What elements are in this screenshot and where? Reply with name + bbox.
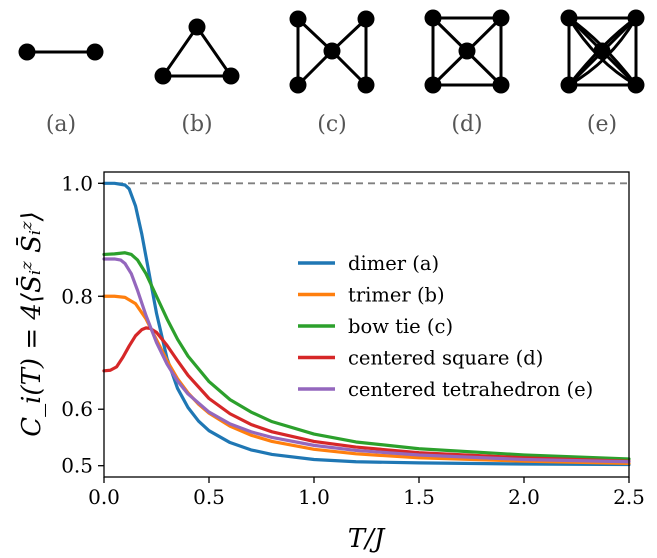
x-tick-label: 0.0: [88, 485, 120, 509]
graph-a-label: (a): [46, 112, 76, 137]
x-tick-label: 2.0: [508, 485, 540, 509]
y-tick-label: 0.6: [61, 397, 93, 421]
graph-b-trimer: (b): [154, 18, 240, 137]
graph-e-label: (e): [587, 112, 617, 137]
x-tick-label: 0.5: [193, 485, 225, 509]
series-line-5: [102, 257, 631, 464]
graph-d-label: (d): [451, 112, 482, 137]
series-line-3: [102, 251, 631, 461]
series-line-4: [102, 326, 631, 463]
series-line-1: [102, 181, 631, 467]
x-tick-label: 2.5: [613, 485, 645, 509]
graph-e-centered-tetrahedron: (e): [560, 9, 645, 137]
plot-area: 0.0 0.5 1.0 1.5 2.0 2.5 0.5 0.6 0.8 1.0: [61, 171, 645, 509]
x-tick-label: 1.5: [403, 485, 435, 509]
x-ticks: 0.0 0.5 1.0 1.5 2.0 2.5: [88, 477, 645, 509]
legend-label: bow tie (c): [348, 315, 453, 338]
y-tick-label: 0.5: [61, 454, 93, 478]
x-axis-title: T/J: [348, 524, 386, 554]
legend-label: trimer (b): [348, 284, 445, 307]
legend-label: centered square (d): [348, 347, 543, 370]
y-tick-label: 1.0: [61, 171, 93, 195]
graph-b-label: (b): [181, 112, 212, 137]
y-ticks: 0.5 0.6 0.8 1.0: [61, 171, 104, 478]
legend-label: dimer (a): [348, 252, 439, 275]
y-axis-title: C_i(T) = 4⟨S̄ᵢᶻ S̄ᵢᶻ⟩: [15, 211, 47, 437]
x-tick-label: 1.0: [298, 485, 330, 509]
legend: dimer (a) trimer (b) bow tie (c) centered s…: [298, 252, 593, 401]
graph-c-bow-tie: (c): [289, 10, 375, 137]
graph-a-dimer: (a): [18, 43, 104, 137]
graph-c-label: (c): [317, 112, 347, 137]
y-tick-label: 0.8: [61, 284, 93, 308]
graph-diagrams: (a) (b) (c): [18, 9, 645, 137]
graph-d-centered-square: (d): [424, 9, 510, 137]
legend-label: centered tetrahedron (e): [348, 378, 593, 401]
series-layer: [102, 181, 631, 467]
axes-frame: [103, 171, 630, 478]
